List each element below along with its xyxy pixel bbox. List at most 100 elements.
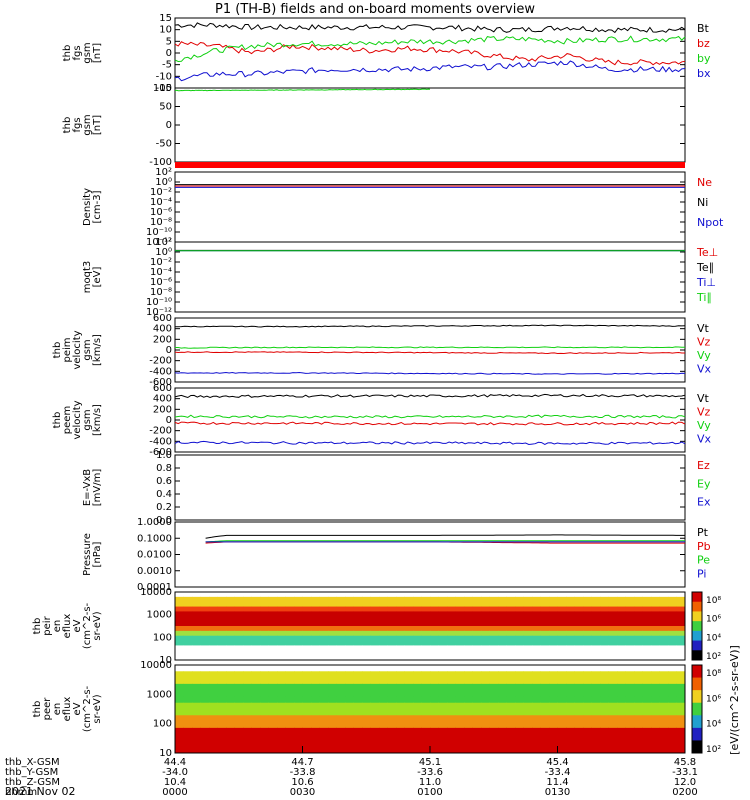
heatmap-cell [625,601,635,608]
heatmap-cell [506,650,516,656]
heatmap-cell [634,640,643,646]
heatmap-cell [498,671,507,679]
heatmap-cell [634,740,643,748]
heatmap-cell [421,640,431,646]
heatmap-cell [481,592,490,598]
heatmap-cell [302,616,312,622]
heatmap-cell [251,702,261,710]
heatmap-cell [489,640,499,646]
y-tick-label: 100 [153,632,172,643]
heatmap-cell [557,696,567,704]
heatmap-cell [464,721,473,729]
heatmap-cell [234,601,244,608]
heatmap-cell [481,596,490,603]
heatmap-cell [260,690,269,697]
heatmap-cell [285,734,295,741]
heatmap-cell [396,655,405,661]
y-axis-label: velocity [72,400,83,439]
heatmap-cell [676,683,686,691]
heatmap-cell [370,665,380,672]
heatmap-cell [379,671,388,679]
heatmap-cell [455,640,465,646]
heatmap-cell [353,592,363,598]
heatmap-cell [515,601,524,608]
heatmap-cell [532,640,541,646]
heatmap-cell [421,621,431,627]
heatmap-cell [200,630,210,637]
heatmap-cell [302,655,312,661]
heatmap-cell [268,746,278,754]
heatmap-cell [549,640,558,646]
heatmap-cell [625,650,635,656]
heatmap-cell [549,740,558,748]
heatmap-cell [642,740,652,748]
heatmap-cell [438,606,448,612]
heatmap-cell [302,740,312,748]
heatmap-cell [430,727,439,735]
colorbar-segment [692,715,702,729]
heatmap-cell [404,592,414,598]
heatmap-cell [311,606,320,612]
heatmap-cell [319,677,329,685]
heatmap-cell [600,715,609,723]
heatmap-cell [183,696,193,704]
heatmap-cell [447,721,456,729]
heatmap-cell [668,655,677,661]
heatmap-cell [600,655,609,661]
heatmap-cell [438,727,448,735]
heatmap-cell [532,592,541,598]
heatmap-cell [345,677,354,685]
colorbar-segment [692,630,702,642]
heatmap-cell [175,671,184,679]
heatmap-cell [362,626,371,632]
heatmap-cell [251,683,261,691]
heatmap-cell [608,601,618,608]
heatmap-cell [209,655,218,661]
heatmap-cell [345,655,354,661]
heatmap-cell [634,601,643,608]
heatmap-cell [192,630,201,637]
heatmap-cell [549,746,558,754]
heatmap-cell [591,740,601,748]
heatmap-cell [370,734,380,741]
heatmap-cell [583,709,592,716]
heatmap-cell [506,630,516,637]
heatmap-cell [268,650,278,656]
heatmap-cell [217,727,227,735]
heatmap-cell [583,635,592,642]
heatmap-cell [481,683,490,691]
heatmap-cell [260,746,269,754]
heatmap-cell [175,601,184,608]
heatmap-cell [209,696,218,704]
heatmap-cell [268,596,278,603]
heatmap-cell [311,665,320,672]
heatmap-cell [370,630,380,637]
heatmap-cell [251,630,261,637]
heatmap-cell [302,635,312,642]
x-axis-value: 44.4 [164,757,186,768]
heatmap-cell [532,709,541,716]
heatmap-cell [370,683,380,691]
heatmap-cell [277,734,286,741]
heatmap-cell [243,734,252,741]
heatmap-cell [523,596,533,603]
heatmap-cell [260,665,269,672]
heatmap-cell [379,650,388,656]
y-axis-label: eflux [62,697,73,722]
heatmap-cell [200,626,210,632]
red-band [175,162,685,168]
heatmap-cell [574,690,584,697]
heatmap-cell [175,621,184,627]
heatmap-cell [421,696,431,704]
heatmap-cell [396,650,405,656]
heatmap-cell [634,635,643,642]
heatmap-cell [600,727,609,735]
y-axis-label: peir [42,615,53,635]
heatmap-cell [566,690,575,697]
heatmap-cell [608,740,618,748]
heatmap-cell [311,601,320,608]
heatmap-cell [489,611,499,617]
heatmap-cell [336,645,346,651]
heatmap-cell [404,665,414,672]
heatmap-cell [430,715,439,723]
